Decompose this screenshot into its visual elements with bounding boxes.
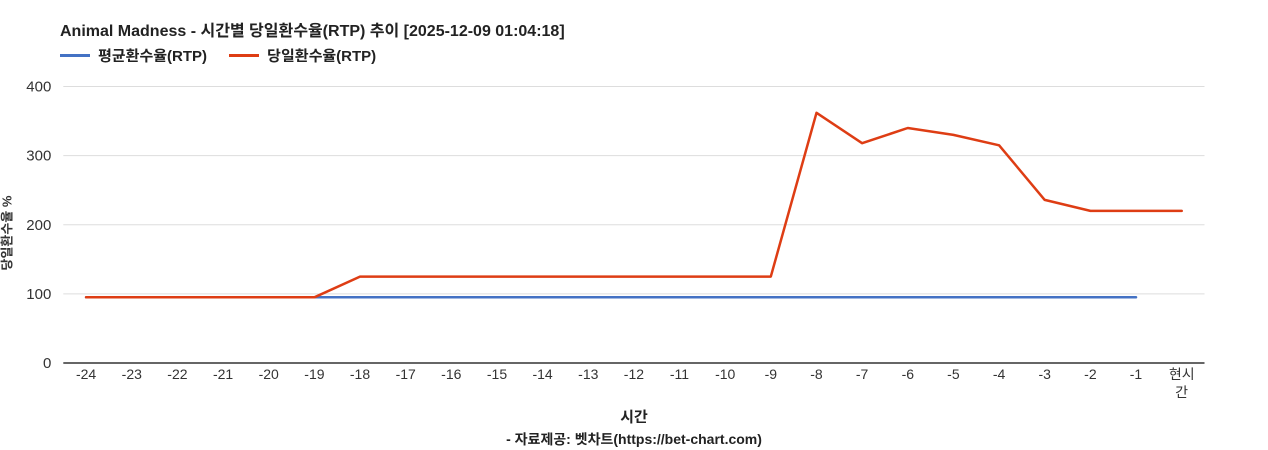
svg-text:-12: -12 [624,366,644,382]
svg-text:-16: -16 [441,366,461,382]
svg-text:-15: -15 [487,366,507,382]
svg-text:300: 300 [26,148,51,165]
svg-text:-17: -17 [396,366,416,382]
svg-text:-10: -10 [715,366,735,382]
svg-text:200: 200 [26,217,51,234]
svg-text:-3: -3 [1038,366,1051,382]
svg-text:-24: -24 [76,366,96,382]
svg-text:0: 0 [43,355,51,372]
svg-text:-6: -6 [902,366,915,382]
svg-text:400: 400 [26,79,51,96]
svg-text:-13: -13 [578,366,598,382]
svg-text:-4: -4 [993,366,1006,382]
svg-text:-1: -1 [1130,366,1143,382]
svg-text:-20: -20 [259,366,279,382]
svg-text:-21: -21 [213,366,233,382]
svg-text:현시: 현시 [1169,366,1195,382]
svg-text:-19: -19 [304,366,324,382]
svg-text:100: 100 [26,286,51,303]
svg-text:-18: -18 [350,366,370,382]
svg-text:-7: -7 [856,366,869,382]
svg-text:간: 간 [1175,384,1188,400]
svg-text:-2: -2 [1084,366,1097,382]
svg-text:-22: -22 [167,366,187,382]
svg-text:-23: -23 [122,366,142,382]
svg-text:-5: -5 [947,366,960,382]
svg-text:-11: -11 [670,366,689,382]
svg-text:-14: -14 [532,366,552,382]
svg-text:-9: -9 [765,366,778,382]
svg-text:-8: -8 [810,366,823,382]
